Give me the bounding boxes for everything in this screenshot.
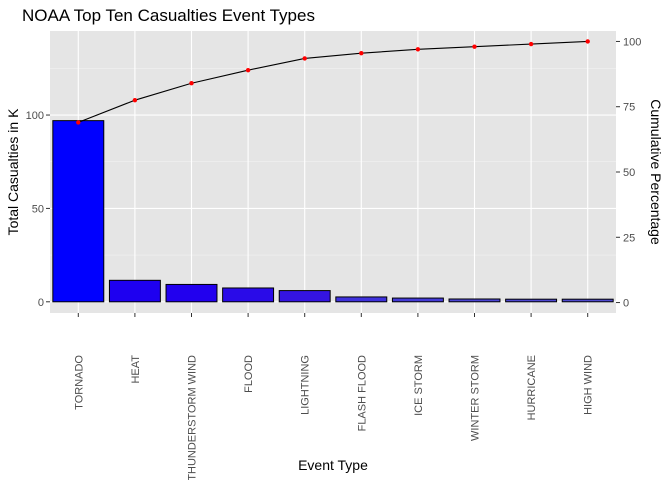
x-category-label: FLOOD: [243, 355, 255, 393]
x-axis-title: Event Type: [298, 457, 368, 473]
cumulative-point: [528, 41, 534, 47]
y2-tick-label: 0: [623, 298, 629, 310]
bar-tornado: [52, 120, 105, 303]
bar-thunderstorm-wind: [165, 283, 218, 303]
cumulative-line: [78, 40, 588, 123]
x-category-label: ICE STORM: [413, 355, 425, 416]
x-category-label: FLASH FLOOD: [356, 355, 368, 431]
cumulative-polyline: [78, 40, 588, 123]
bar-high-wind: [561, 298, 614, 303]
cumulative-point: [585, 39, 590, 44]
bar-lightning: [278, 290, 331, 303]
x-category-label: THUNDERSTORM WIND: [187, 355, 199, 480]
cumulative-point: [132, 97, 138, 103]
bar-ice-storm: [391, 297, 444, 303]
bar-flood: [222, 287, 275, 303]
right-axis: 0 25 50 75 100: [616, 36, 641, 310]
x-category-label: TORNADO: [73, 355, 85, 410]
left-axis: 0 50 100: [26, 110, 50, 309]
y2-tick-label: 25: [623, 232, 635, 244]
y-tick-label: 100: [26, 110, 44, 122]
x-category-label: HIGH WIND: [583, 355, 595, 415]
cumulative-point: [472, 44, 477, 49]
bar-hurricane: [505, 298, 558, 303]
gridlines: [50, 31, 616, 313]
bar-winter-storm: [448, 298, 501, 303]
x-category-label: WINTER STORM: [470, 355, 482, 441]
cumulative-point: [302, 56, 307, 61]
y-axis-title: Total Casualties in K: [5, 108, 21, 236]
cumulative-point: [359, 50, 364, 56]
cumulative-point: [245, 67, 251, 73]
chart-title: NOAA Top Ten Casualties Event Types: [22, 6, 315, 25]
cumulative-point: [76, 120, 81, 125]
x-category-label: HEAT: [130, 355, 142, 384]
x-category-label: HURRICANE: [526, 355, 538, 420]
bar-flash-flood: [335, 296, 388, 303]
cumulative-points: [76, 39, 590, 125]
cumulative-point: [415, 47, 421, 52]
y2-axis-title: Cumulative Percentage: [648, 99, 664, 245]
y2-tick-label: 75: [623, 102, 635, 114]
cumulative-point: [189, 81, 194, 86]
y2-tick-label: 50: [623, 167, 635, 179]
y2-tick-label: 100: [623, 36, 641, 48]
y-tick-label: 0: [38, 297, 44, 309]
y-tick-label: 50: [32, 203, 44, 215]
bar-heat: [108, 279, 161, 303]
plot-panel: [50, 31, 616, 313]
x-category-label: LIGHTNING: [300, 355, 312, 415]
x-axis: TORNADO HEAT THUNDERSTORM WIND FLOOD LIGHTNI…: [73, 313, 595, 480]
